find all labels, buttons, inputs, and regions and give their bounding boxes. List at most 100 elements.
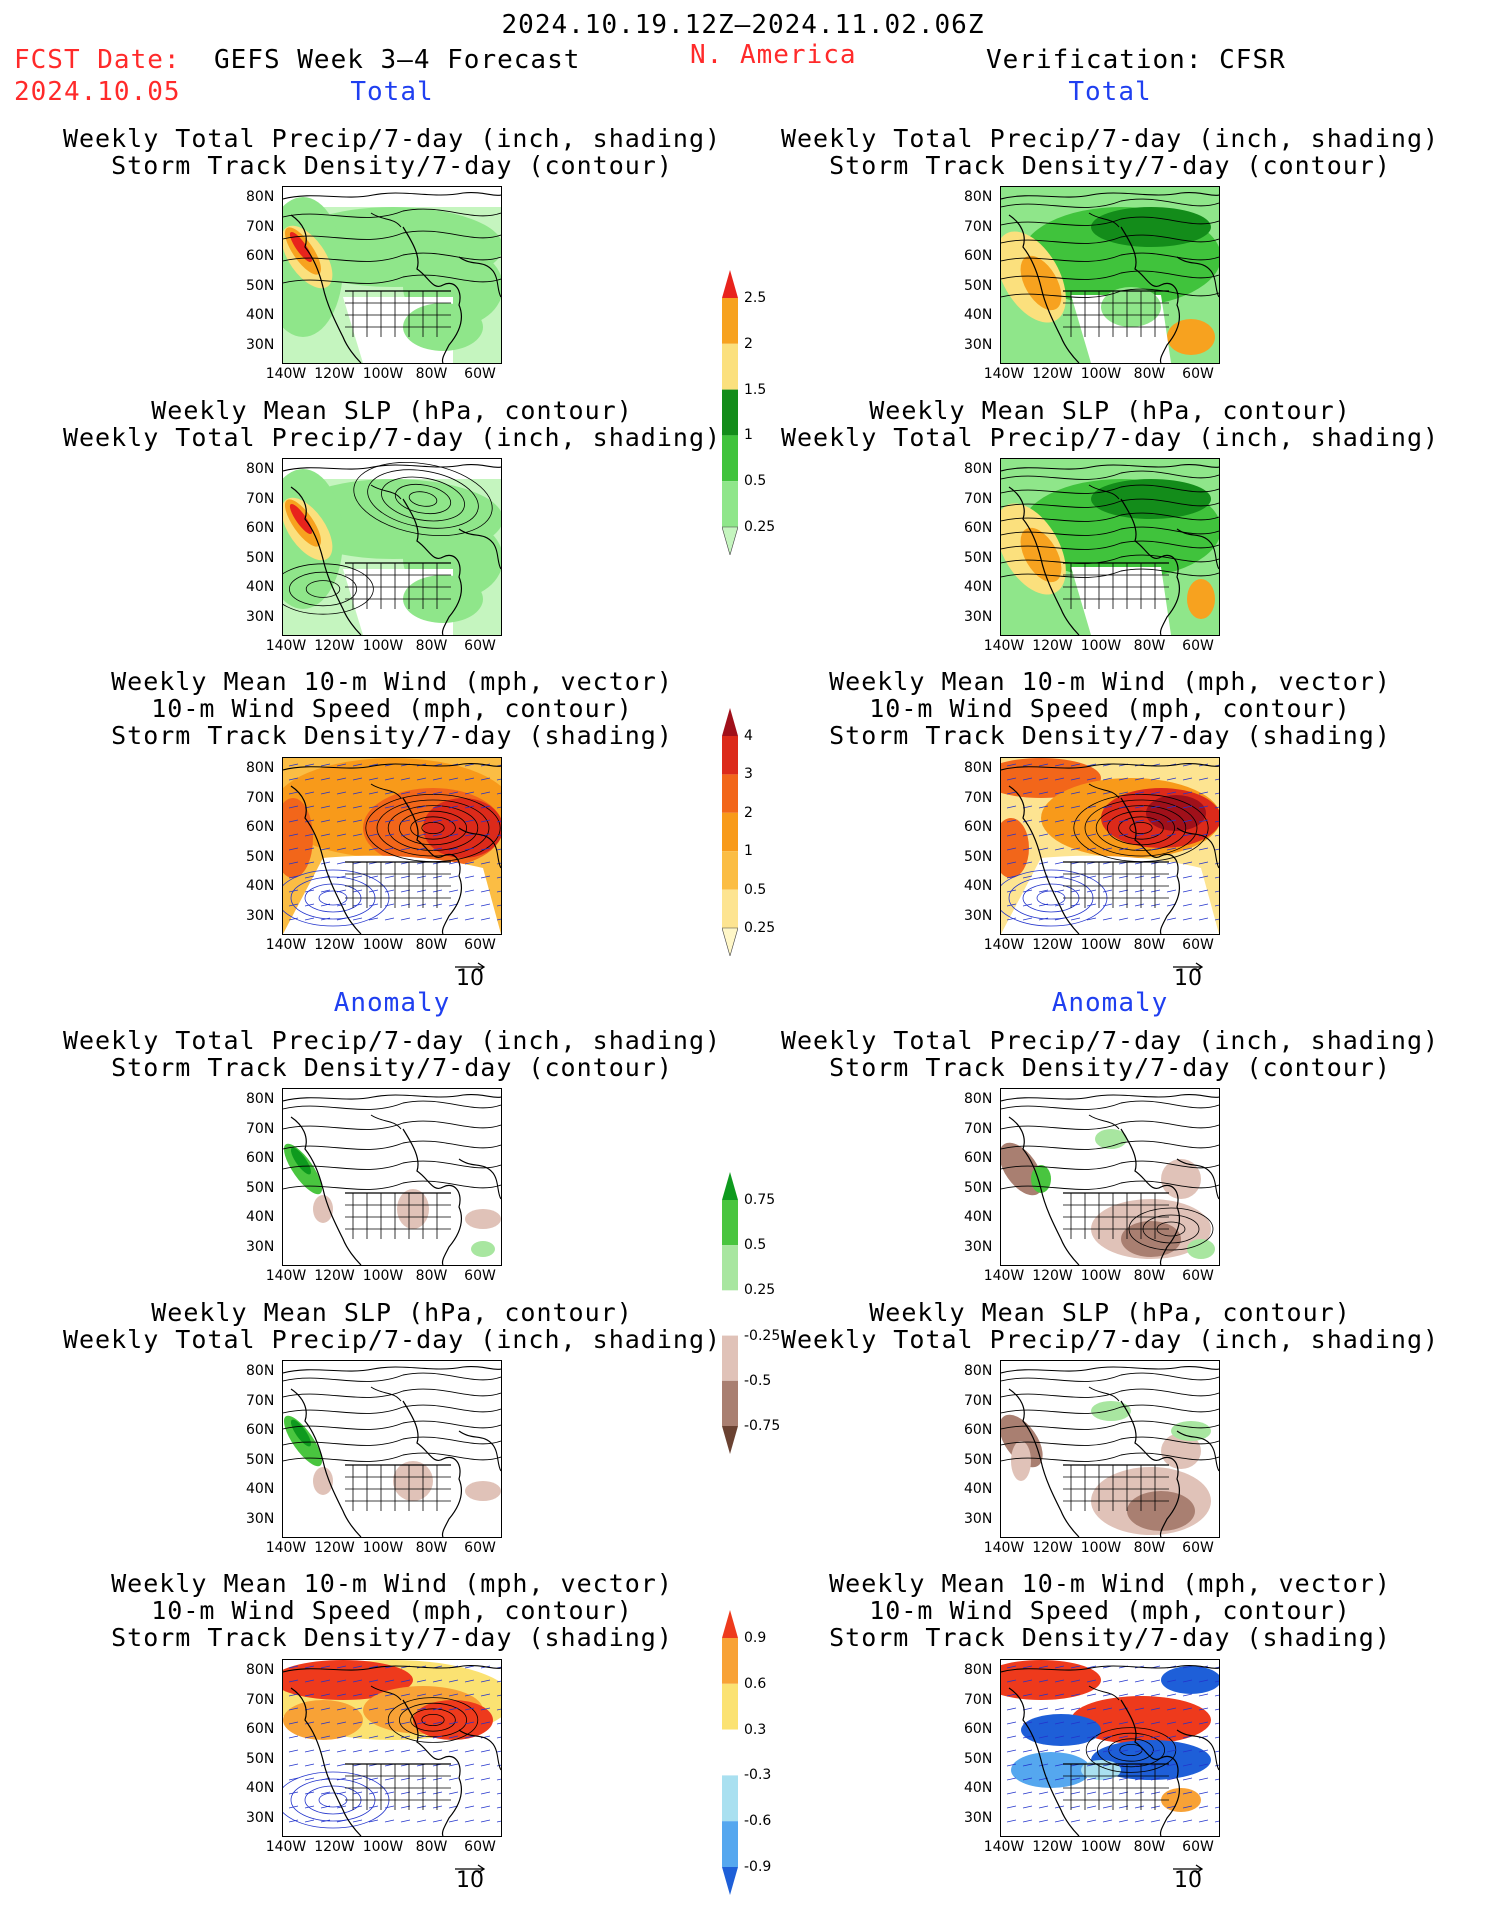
colorbar-label: -0.5: [744, 1372, 772, 1389]
lon-tick-label: 120W: [1032, 1839, 1073, 1855]
panel-title-line: Weekly Mean 10-m Wind (mph, vector): [829, 1569, 1391, 1598]
lat-tick-label: 60N: [964, 1721, 993, 1737]
colorbar-label: 0.25: [744, 519, 776, 535]
lon-tick-label: 100W: [362, 1540, 404, 1556]
lon-tick-label: 80W: [1133, 1839, 1166, 1855]
panel-title-line: Weekly Total Precip/7-day (inch, shading…: [62, 1026, 722, 1055]
lon-tick-label: 100W: [1080, 366, 1122, 382]
lon-tick-label: 120W: [314, 1540, 355, 1556]
lon-tick-label: 120W: [314, 366, 355, 382]
lon-tick-label: 80W: [1133, 937, 1166, 953]
lon-tick-label: 80W: [415, 1540, 448, 1556]
lat-tick-label: 70N: [964, 218, 993, 235]
lat-tick-label: 40N: [246, 1780, 275, 1796]
colorbar-precip_anom: [722, 1172, 738, 1454]
lat-tick-label: 30N: [246, 1238, 275, 1255]
lat-tick-label: 40N: [964, 307, 993, 323]
lon-tick-label: 60W: [1182, 937, 1214, 953]
lon-tick-label: 80W: [415, 1268, 448, 1284]
lat-tick-label: 30N: [246, 907, 275, 924]
panel-title-8: Weekly Mean SLP (hPa, contour) Weekly Tot…: [63, 1299, 721, 1353]
panel-title-6: Weekly Total Precip/7-day (inch, shading…: [63, 1027, 721, 1081]
colorbar-label: 1: [744, 843, 753, 860]
lat-tick-label: 80N: [246, 1363, 275, 1379]
lon-tick-label: 80W: [415, 1839, 448, 1855]
lat-tick-label: 70N: [964, 1392, 993, 1409]
lat-tick-label: 80N: [246, 189, 275, 205]
lon-tick-label: 100W: [1080, 638, 1122, 654]
lat-tick-label: 60N: [964, 819, 993, 835]
lon-tick-label: 140W: [983, 1839, 1025, 1855]
lon-tick-label: 80W: [1133, 366, 1166, 382]
lon-tick-label: 140W: [983, 1540, 1025, 1556]
lon-tick-label: 80W: [1133, 1268, 1166, 1284]
colorbar-label: 2: [744, 804, 753, 821]
colorbar-precip_total: [721, 270, 739, 557]
lat-tick-label: 30N: [246, 1809, 275, 1826]
lat-tick-label: 50N: [246, 848, 275, 865]
colorbar-label: 2.5: [744, 290, 767, 306]
lon-tick-label: 140W: [265, 1839, 307, 1855]
lon-tick-label: 140W: [983, 1268, 1025, 1284]
panel-title-line: Storm Track Density/7-day (shading): [829, 721, 1391, 750]
lat-tick-label: 70N: [964, 789, 993, 806]
lat-tick-label: 50N: [964, 1179, 993, 1196]
lat-tick-label: 80N: [964, 1662, 993, 1678]
colorbar-label: 0.5: [744, 881, 767, 898]
lat-tick-label: 80N: [964, 189, 993, 205]
lon-tick-label: 120W: [1032, 366, 1073, 382]
colorbar-label: 2: [744, 335, 753, 352]
lat-tick-label: 80N: [964, 1363, 993, 1379]
map-panel-11: [1000, 1659, 1220, 1837]
lat-tick-label: 50N: [964, 848, 993, 865]
map-panel-1: [1000, 186, 1220, 364]
colorbar-label: 4: [744, 728, 753, 744]
lat-tick-label: 70N: [246, 218, 275, 235]
lon-tick-label: 100W: [362, 1268, 404, 1284]
lon-tick-label: 120W: [314, 1839, 355, 1855]
panel-title-0: Weekly Total Precip/7-day (inch, shading…: [63, 125, 721, 179]
lon-tick-label: 140W: [983, 937, 1025, 953]
panel-title-line: Weekly Mean SLP (hPa, contour): [869, 396, 1351, 425]
panel-title-10: Weekly Mean 10-m Wind (mph, vector) 10-m …: [111, 1570, 673, 1651]
colorbar-label: -0.9: [744, 1859, 772, 1875]
left-total-heading: Total: [350, 77, 434, 107]
vector-reference-arrow: [454, 1859, 486, 1874]
panel-title-line: Storm Track Density/7-day (contour): [111, 151, 673, 180]
map-panel-5: [1000, 757, 1220, 935]
lon-tick-label: 120W: [314, 638, 355, 654]
colorbar-label: 0.75: [744, 1192, 776, 1208]
panel-title-line: Storm Track Density/7-day (shading): [111, 721, 673, 750]
colorbar-storm_total: [721, 708, 739, 958]
lat-tick-label: 30N: [964, 608, 993, 625]
lat-tick-label: 70N: [246, 789, 275, 806]
colorbar-label: -0.25: [744, 1327, 781, 1344]
panel-title-5: Weekly Mean 10-m Wind (mph, vector) 10-m …: [829, 668, 1391, 749]
vector-reference-arrow: [1172, 957, 1204, 972]
panel-title-line: 10-m Wind Speed (mph, contour): [869, 694, 1351, 723]
lat-tick-label: 40N: [246, 878, 275, 894]
lat-tick-label: 80N: [246, 1091, 275, 1107]
map-panel-10: [282, 1659, 502, 1837]
vector-reference-label: 10: [1174, 1868, 1202, 1893]
colorbar-label: 0.9: [744, 1630, 767, 1646]
left-anomaly-heading: Anomaly: [333, 988, 451, 1018]
lat-tick-label: 60N: [964, 1422, 993, 1438]
colorbar-label: 0.25: [744, 920, 776, 936]
lat-tick-label: 50N: [964, 277, 993, 294]
lat-tick-label: 40N: [964, 1209, 993, 1225]
panel-title-line: Storm Track Density/7-day (contour): [111, 1053, 673, 1082]
lat-tick-label: 60N: [246, 1721, 275, 1737]
lat-tick-label: 70N: [964, 1691, 993, 1708]
lon-tick-label: 100W: [362, 366, 404, 382]
panel-title-line: 10-m Wind Speed (mph, contour): [869, 1596, 1351, 1625]
lat-tick-label: 80N: [246, 461, 275, 477]
colorbar-label: 1: [744, 427, 753, 444]
map-panel-8: [282, 1360, 502, 1538]
colorbar-label: 0.3: [744, 1721, 767, 1738]
panel-title-1: Weekly Total Precip/7-day (inch, shading…: [781, 125, 1439, 179]
lat-tick-label: 30N: [964, 1238, 993, 1255]
lat-tick-label: 80N: [964, 1091, 993, 1107]
lat-tick-label: 40N: [246, 1481, 275, 1497]
colorbar-label: 0.5: [744, 473, 767, 490]
